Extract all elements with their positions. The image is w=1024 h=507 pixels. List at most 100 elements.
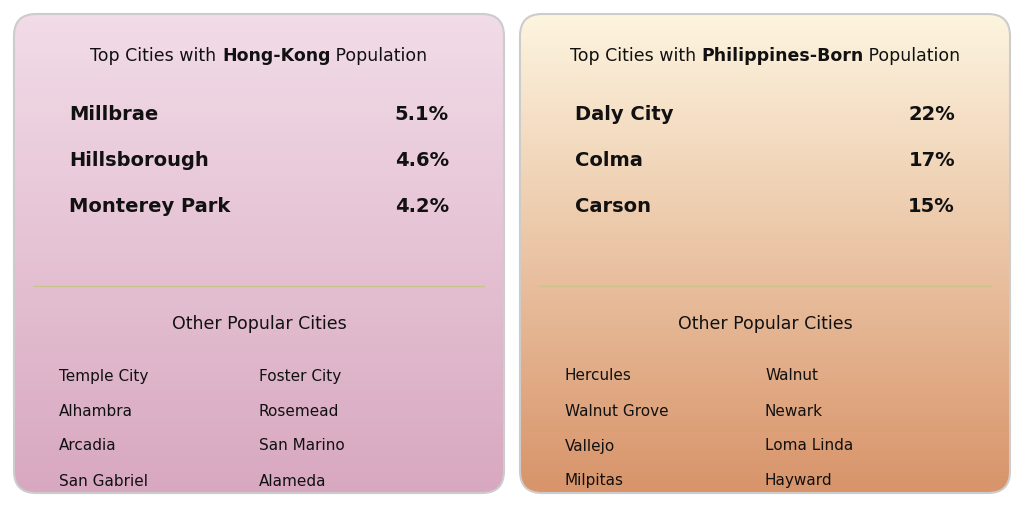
Bar — [14, 136, 504, 138]
Text: 22%: 22% — [908, 104, 955, 124]
Bar — [520, 299, 1010, 301]
Bar — [14, 489, 504, 491]
Bar — [14, 52, 504, 54]
Bar — [520, 42, 1010, 44]
Bar — [14, 29, 504, 31]
Text: Millbrae: Millbrae — [69, 104, 159, 124]
Bar — [520, 20, 1010, 22]
Bar — [520, 325, 1010, 327]
Bar — [14, 289, 504, 292]
Bar — [520, 310, 1010, 313]
Bar — [520, 314, 1010, 316]
Bar — [520, 218, 1010, 220]
Bar — [14, 253, 504, 255]
Bar — [14, 196, 504, 198]
Bar — [520, 460, 1010, 463]
Bar — [520, 84, 1010, 86]
Bar — [520, 15, 1010, 17]
Bar — [14, 365, 504, 367]
Bar — [520, 282, 1010, 284]
Bar — [520, 368, 1010, 370]
Bar — [520, 49, 1010, 51]
Bar — [14, 154, 504, 156]
Bar — [520, 203, 1010, 206]
Bar — [520, 477, 1010, 479]
Bar — [520, 422, 1010, 424]
Bar — [14, 160, 504, 162]
Bar — [520, 307, 1010, 309]
Bar — [14, 90, 504, 92]
Bar — [14, 32, 504, 35]
Bar — [520, 191, 1010, 193]
Bar — [14, 100, 504, 102]
Bar — [14, 292, 504, 294]
Bar — [14, 121, 504, 123]
Text: Hillsborough: Hillsborough — [69, 151, 209, 169]
Bar — [520, 277, 1010, 279]
Bar — [520, 240, 1010, 242]
Text: Walnut: Walnut — [765, 369, 818, 383]
Text: Arcadia: Arcadia — [59, 439, 117, 453]
Bar — [14, 374, 504, 376]
Bar — [14, 449, 504, 452]
Bar — [520, 133, 1010, 135]
Bar — [14, 460, 504, 463]
Bar — [520, 141, 1010, 143]
Text: 4.6%: 4.6% — [395, 151, 449, 169]
Bar — [14, 130, 504, 132]
Bar — [520, 178, 1010, 180]
Bar — [14, 228, 504, 230]
Bar — [520, 179, 1010, 182]
Bar — [14, 269, 504, 271]
Bar — [14, 256, 504, 258]
Bar — [14, 437, 504, 439]
Bar — [14, 210, 504, 212]
Bar — [520, 181, 1010, 183]
Bar — [520, 406, 1010, 408]
Bar — [520, 53, 1010, 55]
Bar — [14, 146, 504, 148]
Bar — [520, 246, 1010, 249]
Bar — [14, 103, 504, 105]
Bar — [520, 417, 1010, 420]
Bar — [520, 175, 1010, 177]
Bar — [520, 202, 1010, 204]
Bar — [14, 188, 504, 190]
Bar — [520, 23, 1010, 25]
Bar — [520, 216, 1010, 219]
Bar — [14, 350, 504, 352]
Bar — [14, 335, 504, 337]
Bar — [520, 384, 1010, 386]
Text: Hayward: Hayward — [765, 474, 833, 489]
Bar — [520, 110, 1010, 112]
Text: 17%: 17% — [908, 151, 955, 169]
Bar — [14, 395, 504, 397]
Bar — [520, 467, 1010, 469]
Bar — [520, 389, 1010, 391]
Bar — [520, 81, 1010, 83]
Bar — [520, 312, 1010, 314]
Bar — [520, 405, 1010, 407]
Bar — [520, 98, 1010, 100]
Bar — [14, 135, 504, 137]
Bar — [520, 29, 1010, 31]
Bar — [520, 349, 1010, 351]
Bar — [14, 428, 504, 431]
Bar — [14, 486, 504, 488]
Bar — [520, 132, 1010, 134]
Bar — [520, 468, 1010, 470]
Bar — [14, 178, 504, 180]
Bar — [14, 421, 504, 423]
Bar — [14, 42, 504, 44]
Bar — [520, 101, 1010, 103]
Bar — [520, 231, 1010, 233]
Bar — [520, 272, 1010, 274]
Bar — [520, 361, 1010, 364]
Bar — [14, 267, 504, 269]
Bar — [14, 211, 504, 213]
Bar — [14, 15, 504, 17]
Bar — [520, 107, 1010, 110]
Bar — [520, 274, 1010, 276]
Bar — [520, 475, 1010, 477]
Bar — [520, 315, 1010, 317]
